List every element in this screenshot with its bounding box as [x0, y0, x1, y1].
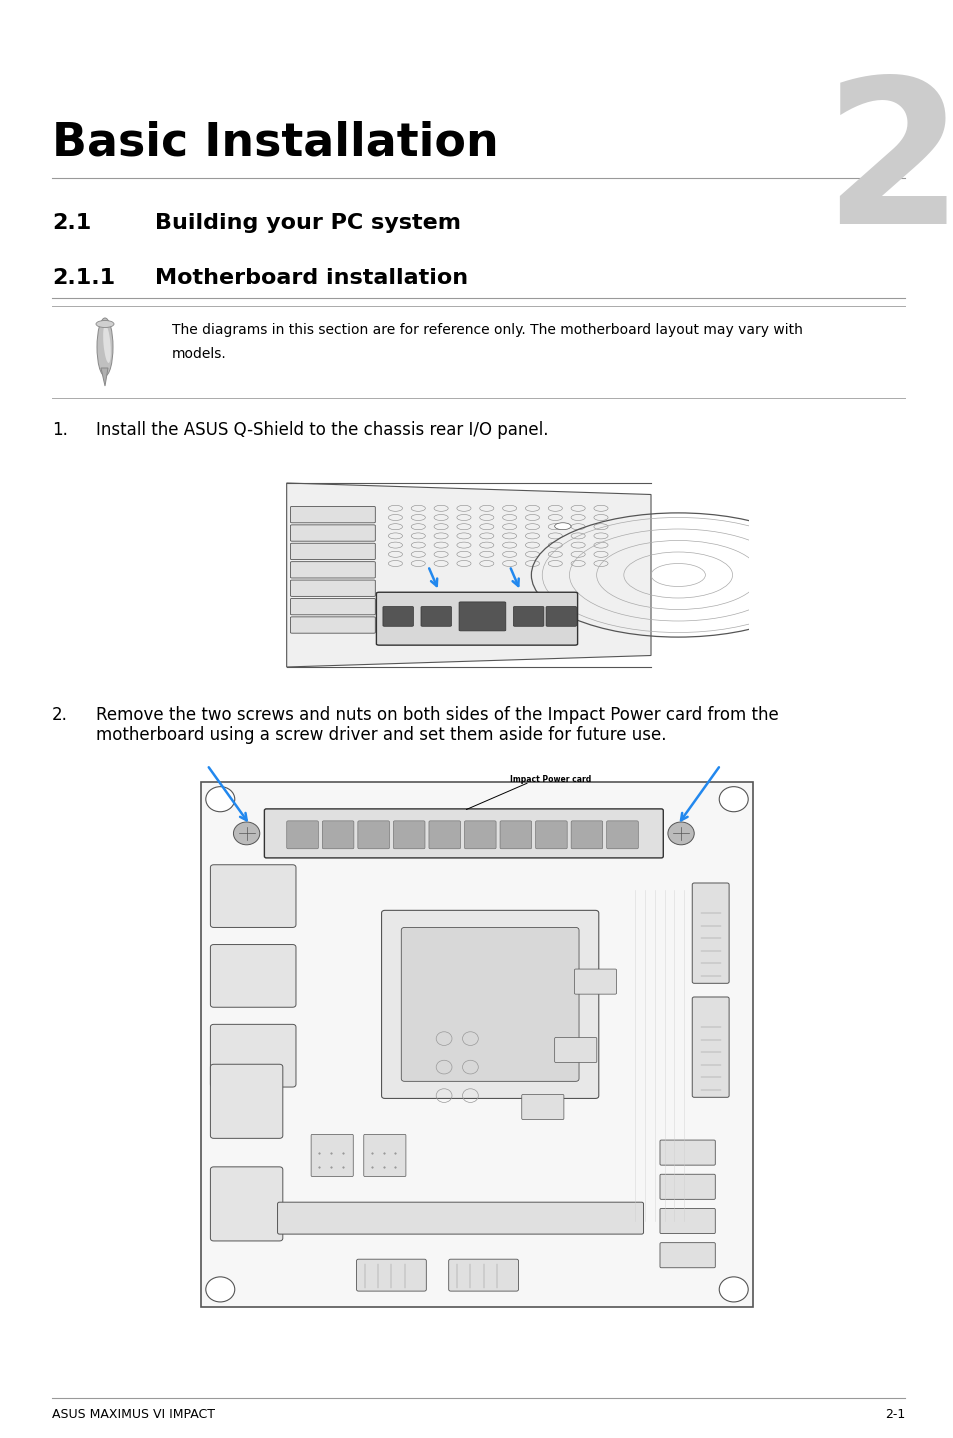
Polygon shape: [101, 368, 108, 385]
Circle shape: [719, 787, 747, 811]
FancyBboxPatch shape: [554, 1037, 597, 1063]
FancyBboxPatch shape: [311, 1135, 353, 1176]
Text: Install the ASUS Q-Shield to the chassis rear I/O panel.: Install the ASUS Q-Shield to the chassis…: [96, 421, 548, 439]
FancyBboxPatch shape: [659, 1140, 715, 1165]
FancyBboxPatch shape: [382, 607, 413, 627]
Circle shape: [784, 620, 801, 627]
Text: 2.1: 2.1: [52, 213, 91, 233]
FancyBboxPatch shape: [659, 1208, 715, 1234]
FancyBboxPatch shape: [290, 580, 375, 597]
FancyBboxPatch shape: [381, 910, 598, 1099]
Circle shape: [206, 1277, 234, 1301]
FancyBboxPatch shape: [376, 592, 577, 646]
FancyBboxPatch shape: [290, 598, 375, 615]
FancyBboxPatch shape: [211, 864, 295, 928]
FancyBboxPatch shape: [356, 1260, 426, 1291]
Ellipse shape: [96, 321, 113, 328]
Text: 1.: 1.: [52, 421, 68, 439]
FancyBboxPatch shape: [264, 810, 662, 858]
Text: models.: models.: [172, 347, 227, 361]
FancyBboxPatch shape: [606, 821, 638, 848]
FancyBboxPatch shape: [277, 1202, 643, 1234]
FancyBboxPatch shape: [692, 997, 728, 1097]
Text: Impact Power card: Impact Power card: [509, 775, 591, 784]
Text: The diagrams in this section are for reference only. The motherboard layout may : The diagrams in this section are for ref…: [172, 324, 802, 336]
FancyBboxPatch shape: [287, 821, 318, 848]
Text: 2-1: 2-1: [883, 1408, 904, 1421]
Circle shape: [667, 823, 694, 844]
FancyBboxPatch shape: [290, 506, 375, 523]
FancyBboxPatch shape: [448, 1260, 517, 1291]
FancyBboxPatch shape: [429, 821, 460, 848]
FancyBboxPatch shape: [290, 562, 375, 578]
Text: motherboard using a screw driver and set them aside for future use.: motherboard using a screw driver and set…: [96, 726, 666, 743]
Circle shape: [784, 523, 801, 529]
Text: Basic Installation: Basic Installation: [52, 121, 498, 165]
FancyBboxPatch shape: [521, 1094, 563, 1120]
Text: ASUS MAXIMUS VI IMPACT: ASUS MAXIMUS VI IMPACT: [52, 1408, 214, 1421]
FancyBboxPatch shape: [513, 607, 543, 627]
Polygon shape: [200, 782, 753, 1307]
FancyBboxPatch shape: [211, 945, 295, 1007]
FancyBboxPatch shape: [545, 607, 576, 627]
Text: Building your PC system: Building your PC system: [154, 213, 460, 233]
Text: 2.1.1: 2.1.1: [52, 267, 115, 288]
FancyBboxPatch shape: [322, 821, 354, 848]
FancyBboxPatch shape: [458, 603, 505, 631]
Text: 2: 2: [822, 70, 953, 266]
Circle shape: [206, 787, 234, 811]
FancyBboxPatch shape: [499, 821, 531, 848]
Ellipse shape: [103, 325, 111, 362]
Ellipse shape: [97, 318, 112, 375]
FancyBboxPatch shape: [363, 1135, 405, 1176]
FancyBboxPatch shape: [357, 821, 389, 848]
Circle shape: [233, 823, 259, 844]
Circle shape: [554, 620, 571, 627]
Circle shape: [719, 1277, 747, 1301]
FancyBboxPatch shape: [659, 1175, 715, 1199]
Circle shape: [554, 523, 571, 529]
FancyBboxPatch shape: [211, 1166, 282, 1241]
FancyBboxPatch shape: [464, 821, 496, 848]
FancyBboxPatch shape: [401, 928, 578, 1081]
FancyBboxPatch shape: [420, 607, 451, 627]
FancyBboxPatch shape: [211, 1064, 282, 1139]
Text: Remove the two screws and nuts on both sides of the Impact Power card from the: Remove the two screws and nuts on both s…: [96, 706, 778, 723]
FancyBboxPatch shape: [290, 617, 375, 633]
FancyBboxPatch shape: [393, 821, 424, 848]
Text: 2.: 2.: [52, 706, 68, 723]
FancyBboxPatch shape: [574, 969, 616, 994]
FancyBboxPatch shape: [659, 1242, 715, 1268]
FancyBboxPatch shape: [692, 883, 728, 984]
FancyBboxPatch shape: [211, 1024, 295, 1087]
FancyBboxPatch shape: [290, 544, 375, 559]
FancyBboxPatch shape: [535, 821, 567, 848]
Text: Motherboard installation: Motherboard installation: [154, 267, 468, 288]
Polygon shape: [286, 483, 650, 667]
FancyBboxPatch shape: [290, 525, 375, 541]
FancyBboxPatch shape: [571, 821, 602, 848]
